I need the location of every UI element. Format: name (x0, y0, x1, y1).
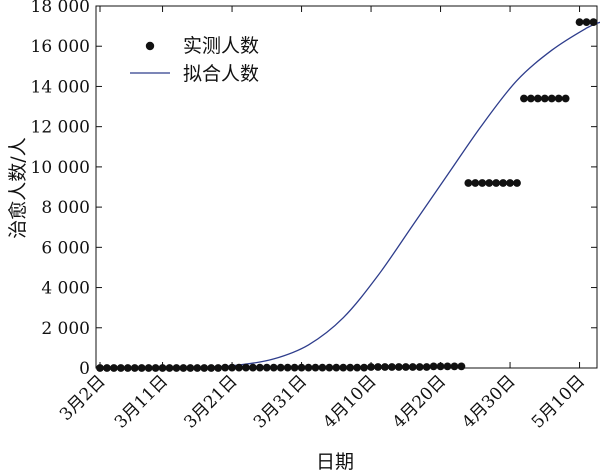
data-point (471, 179, 480, 187)
x-tick-label: 4月20日 (389, 371, 450, 432)
data-point (103, 364, 111, 372)
data-point (443, 362, 452, 371)
data-point (499, 179, 507, 187)
data-point (374, 363, 382, 371)
y-tick-label: 12 000 (31, 118, 90, 138)
data-point (540, 94, 549, 103)
data-point (478, 179, 487, 187)
data-point (269, 363, 278, 372)
data-point (276, 363, 285, 372)
legend-label-fit: 拟合人数 (183, 63, 259, 85)
data-point (123, 364, 132, 372)
data-point (262, 363, 271, 372)
data-point (158, 364, 167, 372)
data-point (179, 364, 188, 372)
legend: 实测人数 拟合人数 (130, 35, 259, 85)
data-point (151, 364, 160, 372)
y-tick-label: 2 000 (41, 319, 90, 339)
data-point (554, 94, 563, 103)
data-point (346, 363, 355, 372)
x-tick-label: 3月21日 (180, 371, 241, 432)
data-point (172, 364, 181, 372)
data-point (144, 364, 153, 372)
data-point (589, 18, 598, 26)
x-tick-label: 3月2日 (56, 371, 109, 424)
y-axis: 0 2 000 4 000 6 000 8 000 10 000 12 000 14 000 1… (31, 0, 597, 379)
data-point (360, 363, 368, 372)
data-point (464, 179, 473, 187)
y-tick-label: 6 000 (41, 238, 90, 258)
data-point (283, 363, 292, 372)
data-point (388, 363, 396, 371)
measured-points (96, 18, 598, 372)
data-point (332, 363, 341, 372)
data-point (394, 363, 403, 371)
data-point (575, 18, 584, 26)
x-tick-label: 5月10日 (528, 371, 589, 432)
data-point (429, 362, 438, 371)
data-point (235, 363, 243, 372)
data-point (207, 364, 216, 372)
data-point (485, 179, 494, 187)
data-point (116, 364, 125, 372)
data-point (561, 94, 570, 103)
data-point (339, 363, 348, 372)
data-point (318, 363, 327, 372)
data-point (492, 179, 501, 187)
data-point (582, 18, 591, 26)
data-point (255, 363, 264, 372)
legend-label-measured: 实测人数 (183, 35, 259, 57)
y-tick-label: 16 000 (31, 37, 90, 57)
data-point (415, 363, 424, 371)
legend-marker-measured (145, 41, 155, 51)
x-tick-label: 4月10日 (319, 371, 380, 432)
data-point (353, 363, 362, 372)
data-point (367, 363, 375, 371)
data-point (221, 363, 230, 372)
y-tick-label: 18 000 (31, 0, 90, 17)
data-point (110, 364, 118, 372)
data-point (450, 362, 459, 371)
data-point (533, 94, 542, 103)
data-point (547, 94, 556, 103)
data-point (408, 363, 417, 371)
data-point (96, 364, 104, 372)
data-point (325, 363, 334, 372)
data-point (520, 94, 528, 103)
data-point (130, 364, 139, 372)
x-tick-label: 3月31日 (250, 371, 311, 432)
data-point (401, 363, 410, 371)
data-point (304, 363, 313, 372)
data-point (186, 364, 195, 372)
data-point (381, 363, 389, 371)
data-point (311, 363, 320, 372)
x-tick-label: 3月11日 (111, 371, 172, 432)
data-point (228, 363, 236, 372)
data-point (214, 364, 223, 372)
data-point (290, 363, 299, 372)
fit-line (99, 21, 600, 369)
y-tick-label: 8 000 (41, 198, 90, 218)
y-axis-title: 治愈人数/人 (7, 137, 29, 238)
data-point (165, 364, 174, 372)
data-point (506, 179, 514, 187)
data-point (249, 363, 257, 372)
data-point (193, 364, 202, 372)
data-point (297, 363, 306, 372)
data-point (200, 364, 209, 372)
data-point (242, 363, 250, 372)
y-tick-label: 14 000 (31, 77, 90, 97)
data-point (457, 362, 466, 371)
y-tick-label: 4 000 (41, 279, 90, 299)
y-tick-label: 0 (79, 359, 90, 379)
x-tick-label: 4月30日 (458, 371, 519, 432)
data-point (436, 362, 445, 371)
data-point (137, 364, 146, 372)
x-axis-title: 日期 (316, 451, 354, 473)
data-point (422, 363, 431, 371)
data-point (513, 179, 521, 187)
y-tick-label: 10 000 (31, 158, 90, 178)
data-point (527, 94, 535, 103)
